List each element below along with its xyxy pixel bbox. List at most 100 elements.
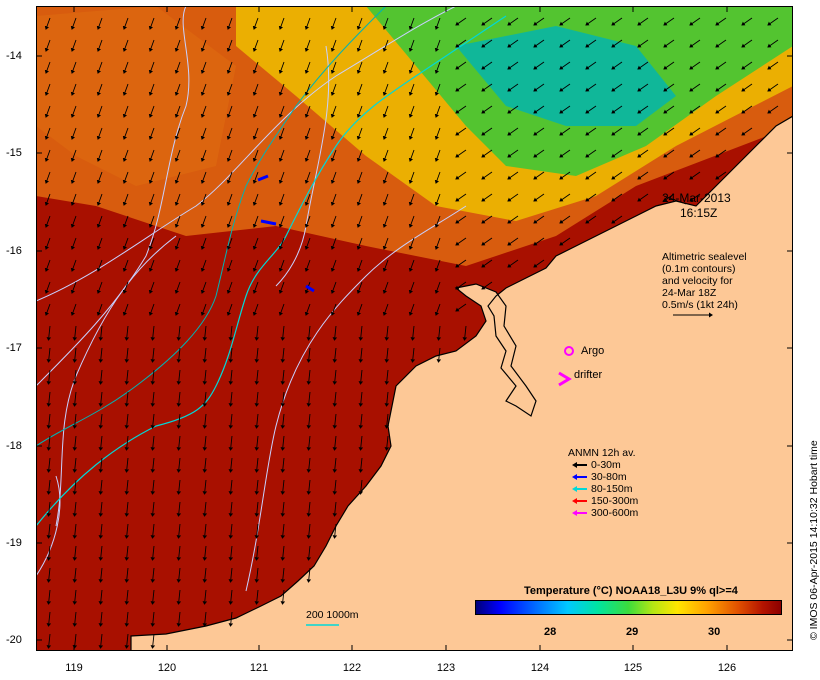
velocity-arrow — [174, 61, 181, 74]
velocity-arrow — [280, 369, 286, 385]
velocity-arrow — [382, 171, 389, 184]
velocity-arrow — [278, 149, 285, 162]
velocity-arrow — [356, 259, 363, 272]
velocity-arrow — [408, 193, 415, 206]
colorbar-tick: 28 — [544, 626, 557, 638]
velocity-arrow — [70, 83, 77, 96]
velocity-arrow — [455, 237, 467, 246]
velocity-arrow — [637, 193, 649, 202]
velocity-arrow — [559, 193, 571, 202]
velocity-arrow — [507, 259, 519, 268]
velocity-arrow — [434, 105, 441, 118]
velocity-arrow — [408, 259, 415, 272]
altimetry-note-line: 24-Mar 18Z — [662, 287, 717, 299]
velocity-arrow — [202, 457, 208, 473]
x-tick-label: 121 — [249, 662, 269, 674]
velocity-arrow — [410, 325, 416, 341]
velocity-arrow — [202, 589, 208, 605]
velocity-arrow — [202, 391, 208, 407]
velocity-arrow — [46, 523, 52, 539]
velocity-arrow — [278, 215, 285, 228]
velocity-arrow — [507, 149, 519, 158]
velocity-arrow — [358, 435, 364, 451]
velocity-arrow — [46, 479, 52, 495]
velocity-arrow — [200, 193, 207, 206]
velocity-arrow — [252, 127, 259, 140]
velocity-arrow — [176, 347, 182, 363]
velocity-arrow — [585, 149, 597, 158]
velocity-arrow — [150, 369, 156, 385]
velocity-arrow — [481, 39, 493, 48]
velocity-arrow — [254, 369, 260, 385]
velocity-arrow — [72, 589, 78, 605]
velocity-arrow — [507, 83, 519, 92]
velocity-arrow — [306, 369, 312, 385]
timestamp-time: 16:15Z — [680, 206, 718, 220]
velocity-arrow — [254, 413, 260, 429]
argo-marker — [564, 346, 574, 356]
anmn-legend-label: 0-30m — [591, 459, 621, 471]
velocity-arrow — [455, 83, 467, 92]
velocity-arrow — [533, 193, 545, 202]
velocity-arrow — [434, 83, 441, 96]
temperature-colorbar — [475, 600, 782, 615]
velocity-arrow — [382, 39, 389, 52]
velocity-arrow — [611, 193, 623, 202]
velocity-arrow — [382, 61, 389, 74]
sealevel-contour — [36, 475, 61, 577]
velocity-arrow — [124, 479, 130, 495]
velocity-arrow — [611, 127, 623, 136]
velocity-arrow — [611, 61, 623, 70]
velocity-arrow — [559, 61, 571, 70]
velocity-arrow — [70, 61, 77, 74]
velocity-arrow — [200, 303, 207, 316]
velocity-arrow — [176, 325, 182, 341]
velocity-arrow — [330, 171, 337, 184]
velocity-arrow — [72, 479, 78, 495]
velocity-arrow — [228, 567, 234, 583]
velocity-arrow — [408, 303, 415, 316]
velocity-arrow — [122, 127, 129, 140]
velocity-arrow — [408, 149, 415, 162]
velocity-arrow — [330, 105, 337, 118]
velocity-arrow — [96, 215, 103, 228]
velocity-arrow — [330, 215, 337, 228]
velocity-arrow — [408, 281, 415, 294]
velocity-arrow — [98, 413, 104, 429]
velocity-arrow — [252, 215, 259, 228]
velocity-arrow — [330, 281, 337, 294]
velocity-arrow — [507, 105, 519, 114]
velocity-arrow — [148, 259, 155, 272]
sealevel-contour — [36, 6, 457, 302]
velocity-arrow — [278, 303, 285, 316]
velocity-arrow — [585, 105, 597, 114]
velocity-arrow — [150, 567, 156, 583]
velocity-arrow — [202, 413, 208, 429]
velocity-arrow — [455, 281, 467, 290]
velocity-arrow — [44, 215, 51, 228]
legend-arrow-icon — [572, 474, 587, 481]
velocity-arrow — [408, 105, 415, 118]
velocity-arrow — [252, 149, 259, 162]
velocity-arrow — [330, 83, 337, 96]
velocity-arrow — [663, 17, 675, 26]
velocity-arrow — [356, 215, 363, 228]
velocity-arrow — [507, 215, 519, 224]
velocity-arrow — [278, 281, 285, 294]
velocity-arrow — [533, 149, 545, 158]
velocity-arrow — [200, 105, 207, 118]
velocity-arrow — [226, 215, 233, 228]
velocity-arrow — [150, 545, 156, 561]
velocity-arrow — [533, 259, 545, 268]
velocity-arrow — [150, 347, 156, 363]
velocity-arrow — [306, 523, 312, 539]
velocity-arrow — [200, 281, 207, 294]
velocity-arrow — [663, 61, 675, 70]
velocity-arrow — [481, 281, 493, 290]
velocity-arrow — [585, 39, 597, 48]
velocity-arrow — [176, 457, 182, 473]
velocity-arrow — [150, 325, 156, 341]
velocity-arrow — [689, 149, 701, 158]
velocity-arrows — [44, 17, 779, 649]
velocity-arrow — [330, 61, 337, 74]
